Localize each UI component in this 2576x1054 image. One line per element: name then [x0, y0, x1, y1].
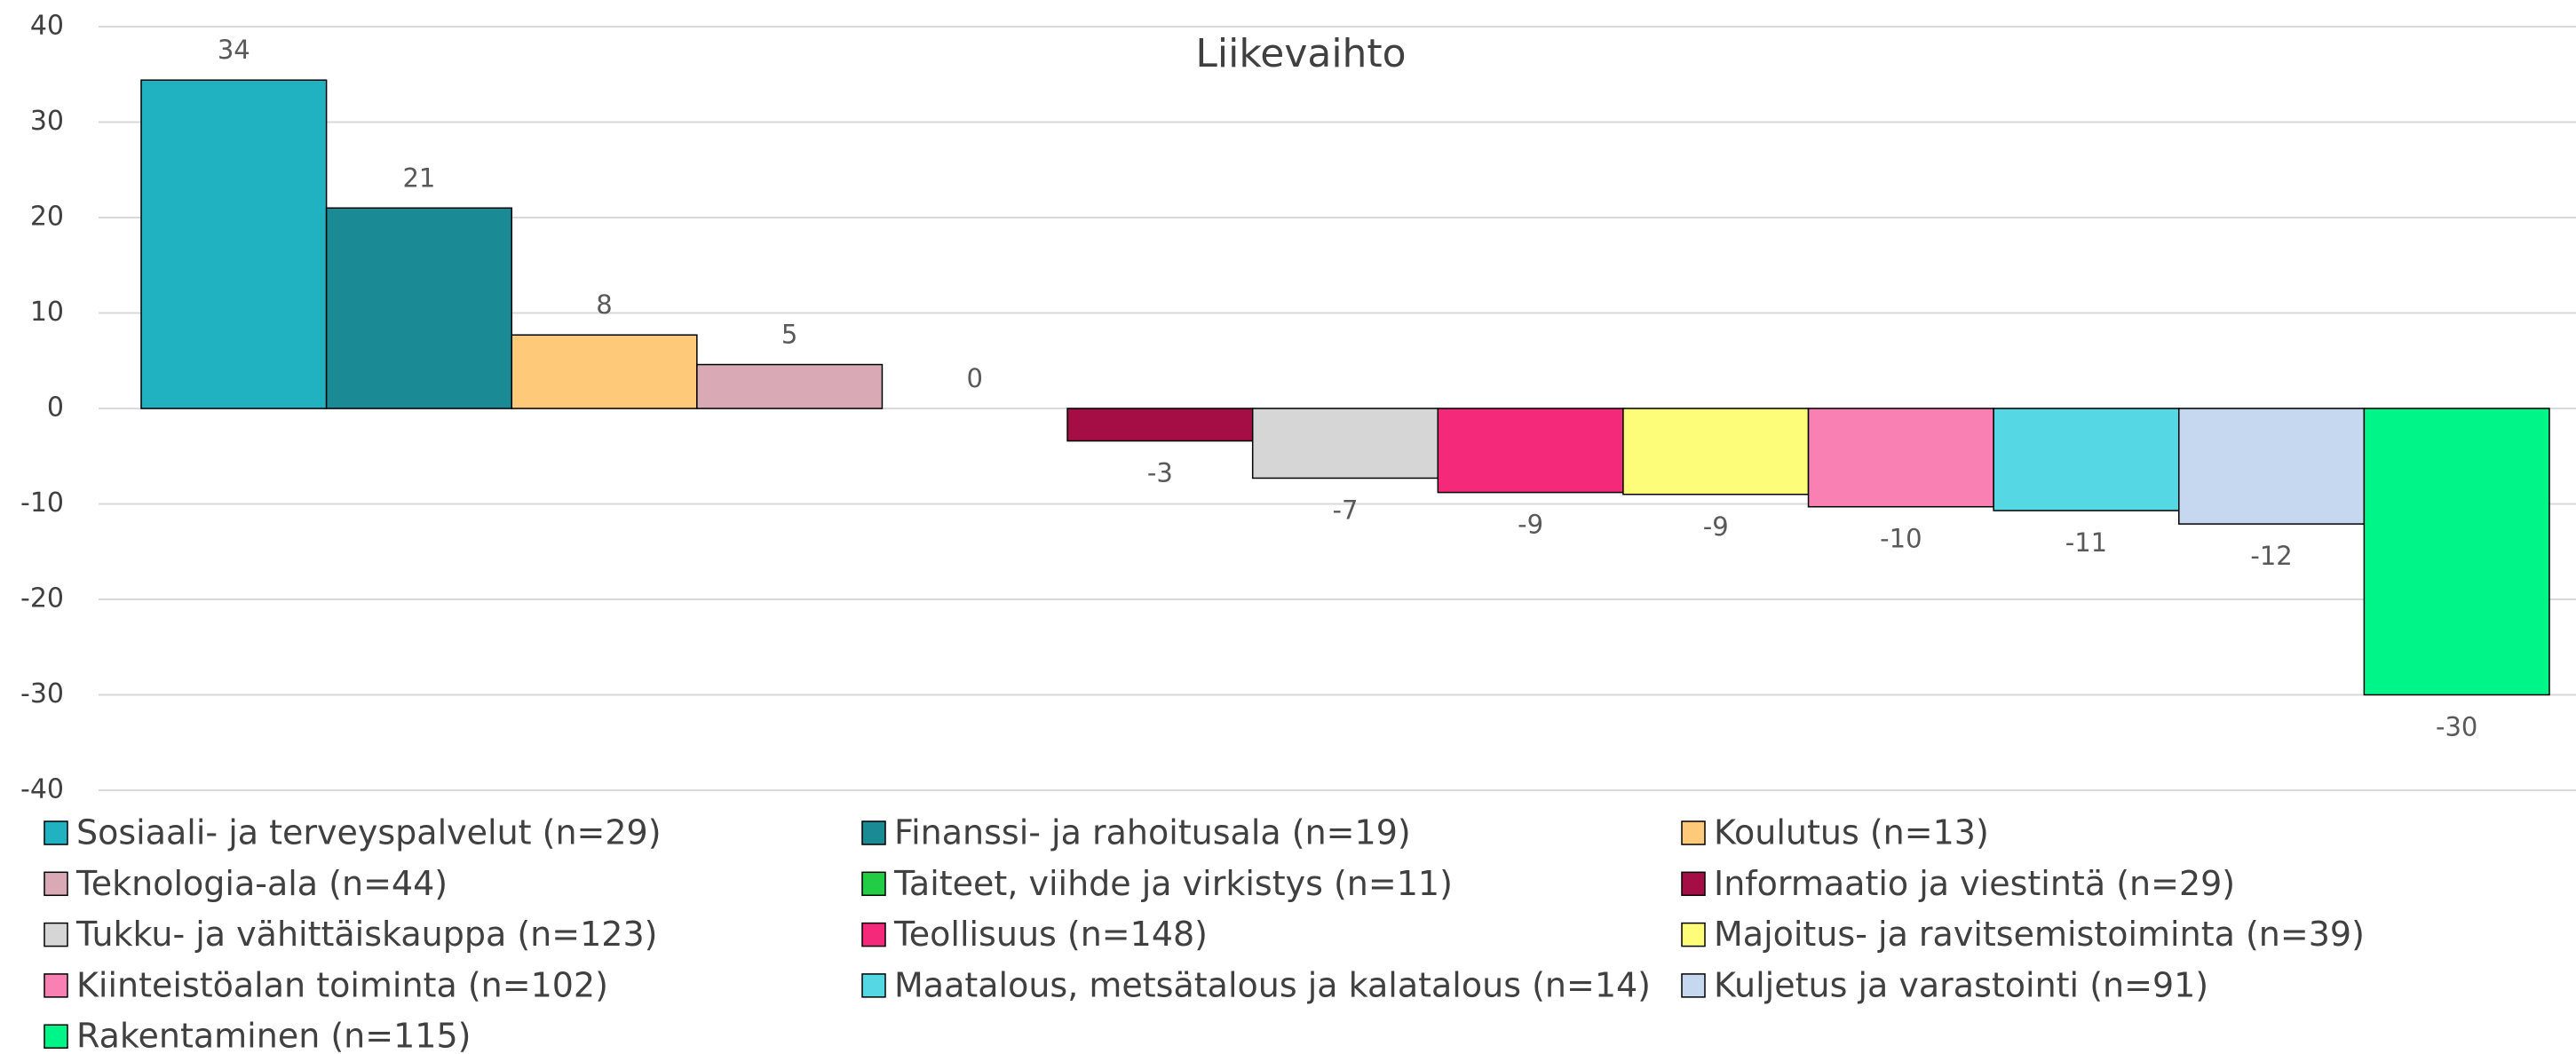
- legend-label: Teollisuus (n=148): [893, 915, 1208, 954]
- bar: [696, 363, 884, 409]
- value-label: -30: [2436, 712, 2477, 742]
- y-tick-label: -40: [20, 774, 64, 805]
- legend-swatch: [44, 871, 68, 897]
- legend-swatch: [861, 871, 886, 897]
- value-label: -12: [2250, 541, 2292, 571]
- legend-swatch: [1681, 973, 1706, 998]
- bar: [1066, 408, 1254, 442]
- y-tick-label: -10: [20, 487, 64, 519]
- value-label: -9: [1703, 511, 1729, 542]
- chart-title: Liikevaihto: [1195, 31, 1406, 76]
- y-tick-label: -20: [20, 583, 64, 614]
- y-tick-label: 40: [30, 11, 64, 42]
- bar: [1437, 408, 1624, 494]
- y-tick-label: -30: [20, 678, 64, 709]
- legend-swatch: [44, 922, 68, 947]
- legend-label: Kiinteistöalan toiminta (n=102): [76, 965, 608, 1004]
- bar: [1993, 408, 2180, 511]
- bar: [325, 207, 512, 409]
- legend-swatch: [44, 973, 68, 998]
- bar: [2178, 408, 2366, 525]
- legend-swatch: [1681, 871, 1706, 897]
- legend-swatch: [861, 973, 886, 998]
- legend-label: Teknologia-ala (n=44): [75, 864, 448, 903]
- value-label: 5: [781, 320, 797, 350]
- legend-label: Finanssi- ja rahoitusala (n=19): [894, 813, 1411, 852]
- value-label: 21: [402, 162, 435, 193]
- y-tick-label: 30: [30, 106, 64, 137]
- legend-label: Majoitus- ja ravitsemistoiminta (n=39): [1714, 915, 2365, 954]
- bar: [1622, 408, 1810, 495]
- legend-label: Kuljetus ja varastointi (n=91): [1714, 965, 2208, 1004]
- bar: [1807, 408, 1994, 508]
- value-label: -3: [1147, 458, 1173, 488]
- value-label: 34: [218, 35, 250, 65]
- legend-swatch: [1681, 922, 1706, 947]
- legend-swatch: [861, 922, 886, 947]
- legend-label: Informaatio ja viestintä (n=29): [1714, 864, 2235, 903]
- y-tick-label: 10: [30, 297, 64, 328]
- legend-label: Maatalous, metsätalous ja kalatalous (n=…: [894, 965, 1651, 1004]
- legend-swatch: [44, 820, 68, 845]
- legend-label: Taiteet, viihde ja virkistys (n=11): [893, 864, 1453, 903]
- legend-label: Koulutus (n=13): [1714, 813, 1989, 852]
- legend-label: Rakentaminen (n=115): [76, 1017, 471, 1054]
- y-tick-label: 20: [30, 202, 64, 233]
- legend-label: Tukku- ja vähittäiskauppa (n=123): [75, 915, 657, 954]
- value-label: -7: [1333, 495, 1359, 525]
- value-label: 0: [967, 363, 983, 393]
- legend-label: Sosiaali- ja terveyspalvelut (n=29): [76, 813, 662, 852]
- value-label: -11: [2065, 527, 2107, 558]
- bar: [511, 334, 698, 409]
- y-tick-label: 0: [47, 392, 64, 424]
- value-label: -10: [1880, 524, 1922, 554]
- bar: [1251, 408, 1439, 479]
- legend-swatch: [44, 1024, 68, 1049]
- legend-swatch: [861, 820, 886, 845]
- bar: [140, 79, 328, 409]
- value-label: 8: [596, 289, 612, 320]
- bar: [2363, 408, 2550, 696]
- legend-swatch: [1681, 820, 1706, 845]
- value-label: -9: [1518, 510, 1543, 540]
